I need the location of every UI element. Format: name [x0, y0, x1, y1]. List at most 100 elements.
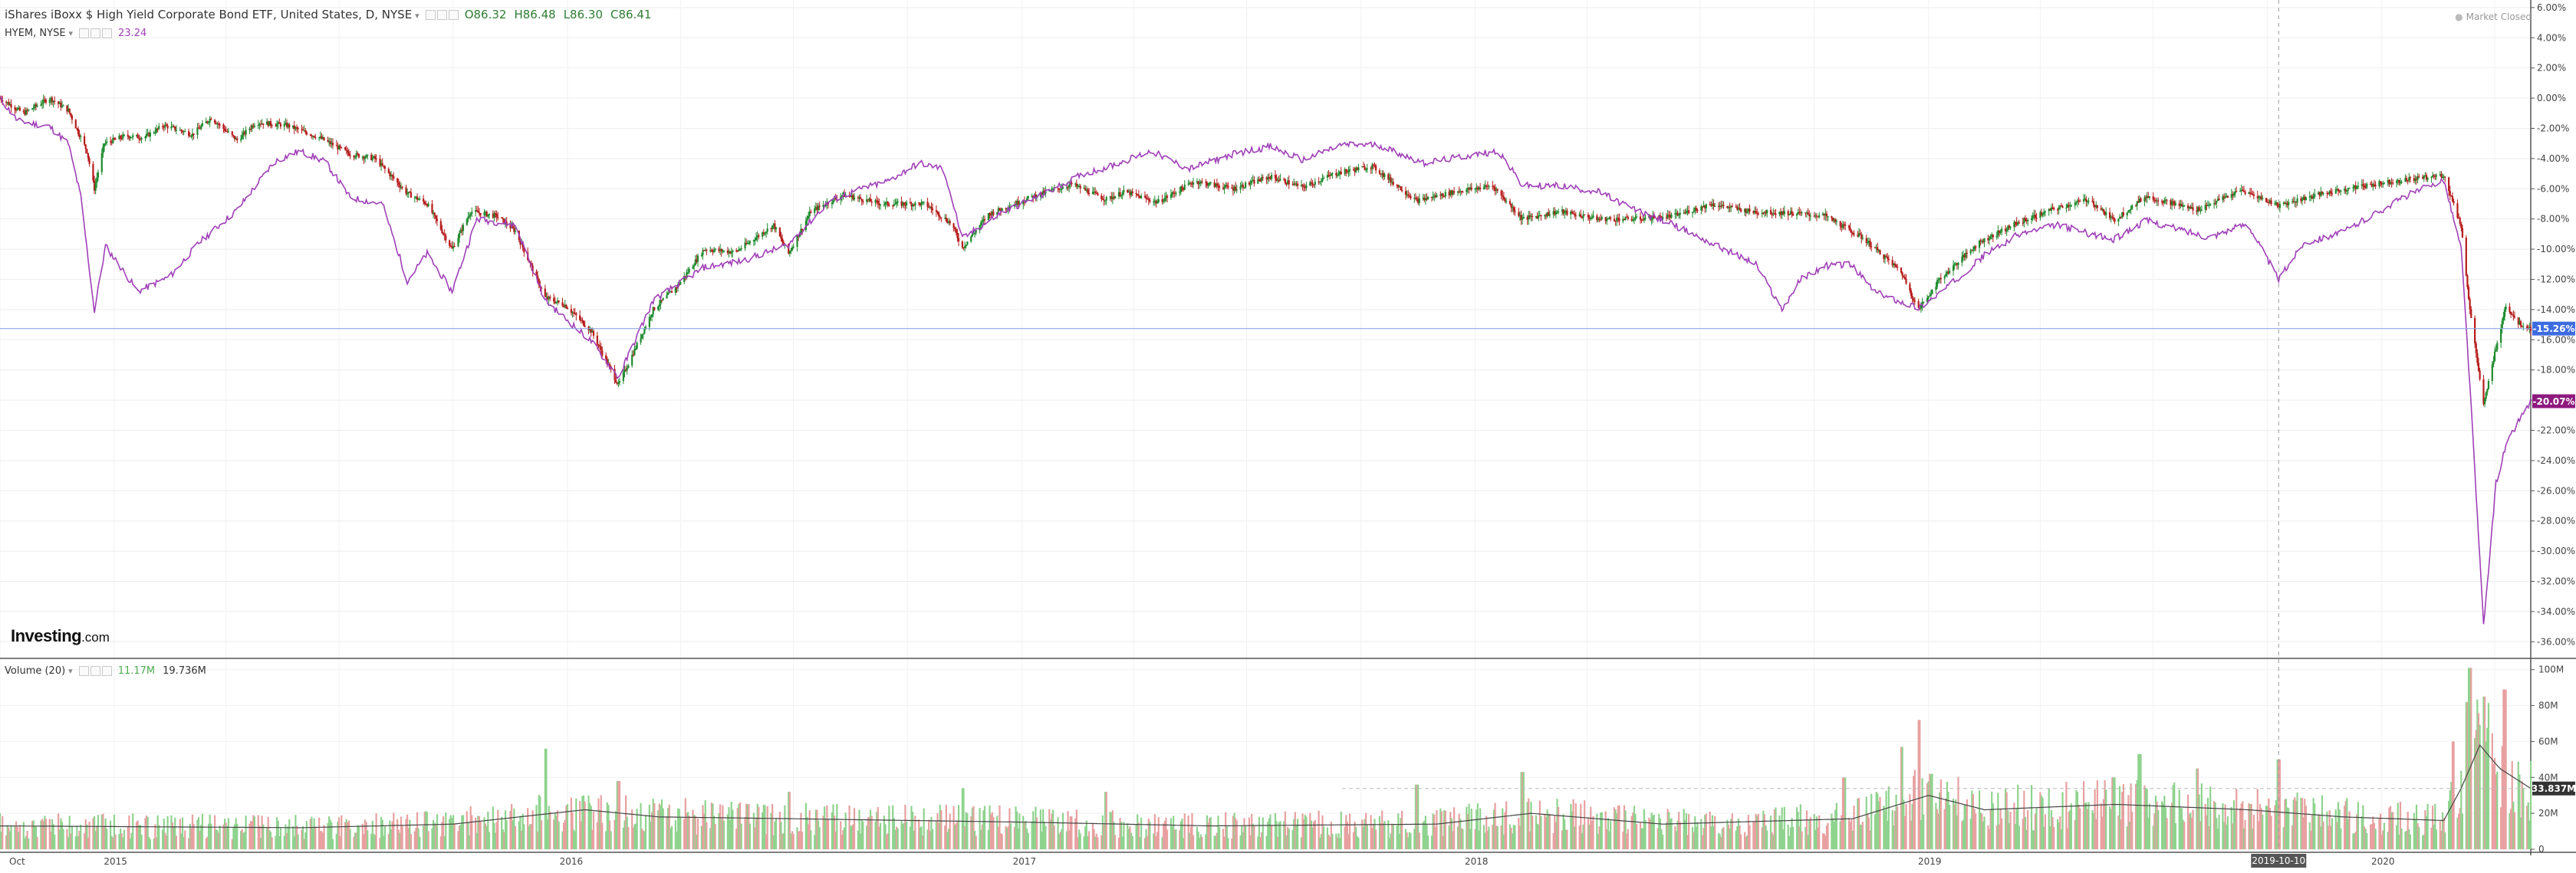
settings-icon[interactable]	[90, 666, 100, 676]
volume-bar	[1398, 833, 1400, 849]
volume-bar	[1691, 827, 1694, 849]
volume-bar	[1440, 811, 1443, 849]
volume-bar	[1952, 799, 1955, 849]
eye-icon[interactable]	[425, 10, 436, 20]
hyg-candle-body	[1417, 199, 1420, 203]
hyg-candle-body	[2509, 311, 2512, 314]
volume-bar	[1123, 822, 1125, 849]
hyg-candle-body	[318, 137, 321, 139]
hyg-candle-body	[938, 212, 940, 217]
volume-bar	[2074, 819, 2076, 849]
hyg-candle-body	[1504, 199, 1506, 202]
hyg-candle-body	[554, 301, 556, 304]
hyg-candle-body	[614, 369, 616, 380]
hyg-candle-body	[1216, 183, 1218, 186]
volume-bar	[966, 813, 969, 849]
eye-icon[interactable]	[79, 28, 90, 38]
volume-bar	[44, 816, 46, 849]
hyg-candle-body	[947, 221, 950, 223]
settings-icon[interactable]	[436, 10, 447, 20]
hyg-candle-body	[709, 250, 712, 251]
volume-bar	[259, 838, 262, 849]
volume-bar	[1278, 822, 1280, 849]
hyg-candle-body	[2120, 216, 2122, 218]
volume-bar	[2519, 817, 2522, 849]
close-icon[interactable]	[101, 666, 112, 676]
volume-bar	[1962, 819, 1965, 849]
hyg-candle-body	[1548, 212, 1550, 216]
volume-bar	[205, 838, 207, 849]
hyg-candle-body	[2328, 191, 2331, 194]
volume-bar	[1660, 829, 1663, 849]
hyg-candle-body	[1765, 212, 1767, 214]
hyg-candle-body	[396, 178, 399, 182]
hyg-candle-body	[1614, 221, 1617, 222]
volume-bar	[1314, 819, 1316, 849]
volume-bar	[354, 832, 357, 849]
volume-bar	[391, 821, 393, 849]
hyg-candle-body	[1165, 195, 1167, 199]
volume-bar	[1329, 836, 1331, 849]
volume-bar	[170, 815, 173, 849]
volume-ma-line	[0, 743, 2532, 829]
hyg-candle-body	[1747, 208, 1749, 212]
close-icon[interactable]	[448, 10, 459, 20]
eye-icon[interactable]	[78, 666, 89, 676]
hyg-candle-body	[973, 232, 976, 234]
hyg-last-badge-bg	[2532, 321, 2575, 336]
chevron-down-icon[interactable]: ▾	[68, 28, 74, 38]
volume-bar	[546, 819, 549, 849]
hyg-candle-body	[660, 300, 662, 305]
hyg-candle-body	[1945, 274, 1947, 277]
hyg-candle-body	[74, 120, 77, 129]
hyg-candle-body	[2388, 180, 2390, 185]
hyg-candle-body	[1135, 192, 1137, 195]
volume-bar	[1109, 812, 1111, 849]
volume-bar	[184, 830, 186, 849]
hyg-candle-body	[966, 241, 969, 245]
volume-bar	[903, 822, 905, 849]
volume-bar	[670, 825, 673, 849]
hyg-candle-body	[364, 157, 367, 159]
volume-bar	[1269, 814, 1272, 849]
hyg-candle-body	[857, 197, 859, 199]
volume-bar	[1971, 790, 1973, 849]
hyg-candle-body	[1930, 294, 1933, 296]
x-tick-label: 2016	[560, 856, 584, 867]
chevron-down-icon[interactable]: ▾	[415, 11, 419, 21]
hyg-candle-body	[443, 234, 446, 236]
chevron-down-icon[interactable]: ▾	[68, 666, 73, 676]
volume-bar	[1510, 827, 1512, 849]
hyg-candle-body	[2087, 201, 2090, 202]
hyg-candle-body	[648, 317, 650, 327]
volume-bar	[1995, 825, 1998, 849]
hyg-candle-body	[2414, 179, 2416, 181]
volume-bar	[427, 831, 429, 849]
hyg-candle-body	[1235, 189, 1238, 191]
volume-bar	[469, 806, 472, 849]
volume-bar	[1291, 829, 1294, 849]
volume-bar	[1508, 824, 1512, 849]
hyg-candle-body	[2160, 201, 2163, 202]
settings-icon[interactable]	[90, 28, 101, 38]
hyg-candle-body	[1831, 218, 1834, 221]
volume-bar	[800, 812, 802, 849]
hyg-candle-body	[278, 122, 281, 124]
volume-bar	[1747, 815, 1749, 849]
volume-bar	[1763, 814, 1766, 849]
hyg-candle-body	[267, 121, 269, 126]
hyg-candle-body	[2405, 178, 2408, 180]
volume-bar	[0, 832, 2, 849]
volume-bar	[2212, 801, 2216, 849]
volume-bar	[1801, 831, 1803, 849]
hyg-candle-body	[719, 249, 722, 251]
volume-bar	[1727, 824, 1730, 849]
hyg-candle-body	[841, 195, 843, 197]
volume-bar	[1083, 836, 1085, 849]
volume-bar	[806, 816, 808, 849]
volume-bar	[634, 823, 637, 849]
hyg-candle-body	[1887, 257, 1889, 259]
hyg-candle-body	[605, 355, 607, 359]
hyg-candle-body	[2528, 327, 2531, 330]
close-icon[interactable]	[102, 28, 113, 38]
